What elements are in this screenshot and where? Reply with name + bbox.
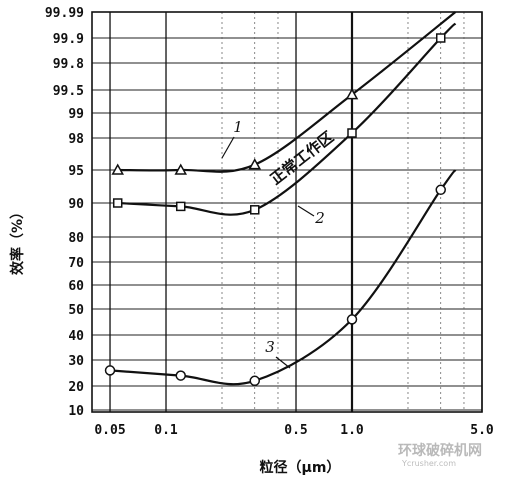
series-label: 1 [233, 118, 243, 136]
y-tick-label: 99.8 [53, 57, 84, 72]
series-2-point [175, 201, 186, 212]
y-tick-label: 20 [68, 380, 84, 395]
x-axis-label: 粒径（μm） [260, 459, 341, 476]
y-tick-label: 30 [68, 354, 84, 369]
x-tick-labels: 0.05 0.1 0.5 1.0 5.0 [94, 423, 494, 438]
series-label: 3 [265, 338, 275, 356]
y-tick-label: 80 [68, 231, 84, 246]
series-2-point [347, 128, 357, 138]
x-tick-label: 0.5 [284, 423, 307, 438]
grid [92, 11, 483, 412]
x-tick-label: 0.1 [154, 423, 178, 438]
series-1-point [111, 163, 124, 175]
series-1-point [248, 158, 262, 170]
series-2-point [250, 205, 260, 215]
series-label-leader [221, 136, 235, 159]
y-tick-label: 50 [68, 303, 84, 318]
series-label-leader [297, 205, 315, 217]
y-tick-label: 99.9 [53, 32, 84, 47]
watermark-text: 环球破碎机网 [398, 442, 482, 459]
series-1-point [174, 163, 188, 175]
y-tick-label: 60 [68, 279, 84, 294]
series-label: 2 [314, 209, 325, 227]
series-3-point [435, 184, 446, 196]
series-3-point [104, 365, 116, 376]
series-2-point [435, 33, 446, 43]
x-tick-label: 5.0 [470, 423, 494, 438]
series-markers [104, 33, 446, 387]
watermark-url: Ycrusher.com [401, 459, 456, 468]
plot-border [91, 11, 483, 413]
y-tick-label: 95 [68, 164, 84, 179]
series-curves [109, 11, 457, 386]
y-tick-label: 90 [68, 197, 84, 212]
y-tick-label: 99.99 [45, 6, 84, 21]
y-tick-label: 10 [68, 404, 84, 419]
plot-frame [91, 11, 483, 413]
series-1-line [117, 11, 457, 173]
series-1-point [345, 88, 359, 100]
x-tick-label: 1.0 [340, 423, 364, 438]
x-tick-label: 0.05 [94, 423, 125, 438]
series-3-point [249, 375, 261, 387]
series-3-point [346, 314, 358, 325]
series-3-point [175, 370, 186, 381]
y-tick-label: 98 [68, 132, 84, 147]
y-axis-label: 效率（%） [9, 205, 26, 275]
y-tick-label: 40 [68, 329, 84, 344]
series-3-line [109, 169, 457, 386]
series-2-point [112, 198, 123, 208]
y-tick-label: 99 [68, 107, 84, 122]
y-tick-label: 70 [68, 256, 84, 271]
y-tick-labels: 99.99 99.9 99.8 99.5 99 98 95 90 80 70 60 50 40 30 20 1… [45, 6, 84, 419]
y-tick-label: 99.5 [53, 84, 84, 99]
watermark: 环球破碎机网 Ycrusher.com [398, 442, 482, 468]
series-label-leader [275, 356, 291, 369]
